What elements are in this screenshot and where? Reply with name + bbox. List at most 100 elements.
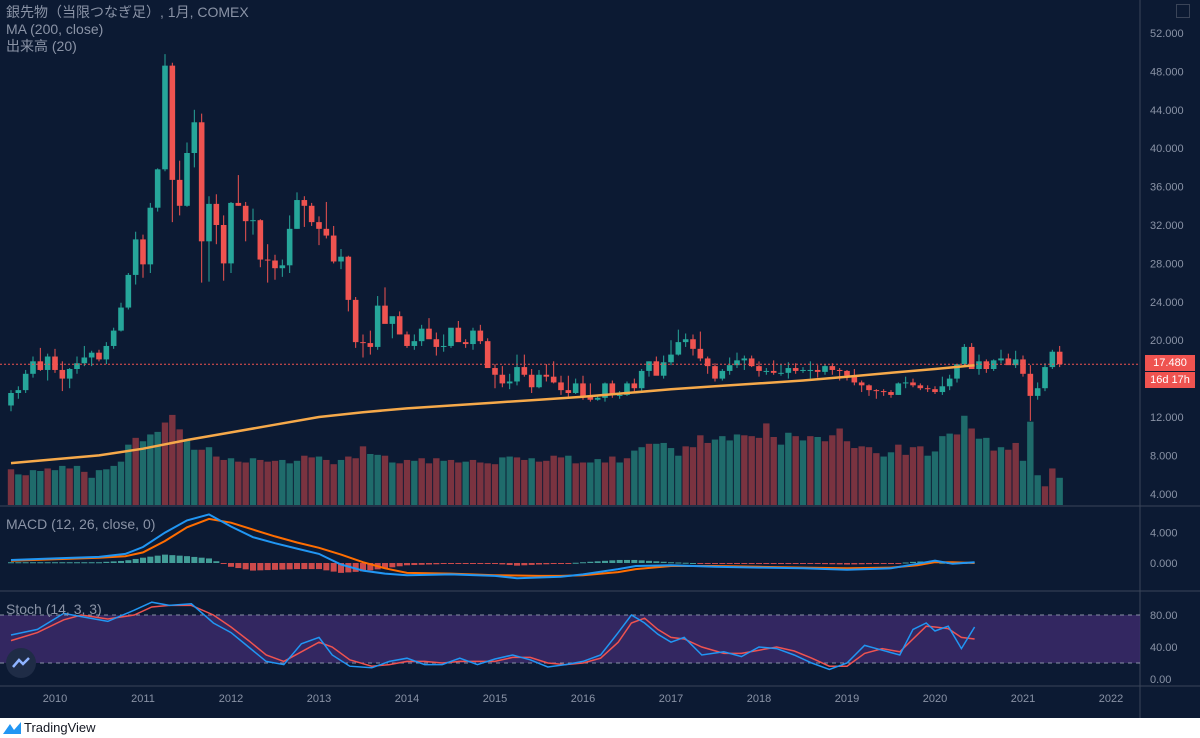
macd-histogram-bar xyxy=(902,562,909,564)
volume-bar xyxy=(352,458,359,505)
candle-body xyxy=(748,358,755,367)
volume-bar xyxy=(814,437,821,505)
volume-bar xyxy=(323,459,330,505)
macd-histogram-bar xyxy=(616,559,623,563)
volume-bar xyxy=(719,436,726,505)
macd-histogram-bar xyxy=(132,558,139,563)
chart-settings-button[interactable] xyxy=(1176,4,1190,18)
stoch-d-line xyxy=(10,604,975,667)
candle-body xyxy=(624,383,630,395)
volume-bar xyxy=(1005,449,1012,505)
candle-body xyxy=(1005,358,1012,366)
macd-histogram-bar xyxy=(88,562,95,564)
price-axis-tick: 44.000 xyxy=(1150,105,1184,117)
volume-bar xyxy=(873,453,880,505)
time-axis-tick: 2016 xyxy=(571,693,595,705)
last-price-tag: 17.480 xyxy=(1145,355,1195,371)
macd-histogram-bar xyxy=(631,559,638,563)
stoch-axis-tick: 80.00 xyxy=(1150,610,1178,622)
volume-bar xyxy=(682,446,689,505)
volume-bar xyxy=(770,437,777,505)
candle-body xyxy=(961,346,968,365)
volume-bar xyxy=(315,456,323,505)
candle-body xyxy=(1056,351,1063,365)
candle-body xyxy=(814,369,821,372)
volume-bar xyxy=(748,436,755,505)
candle-body xyxy=(140,239,146,265)
macd-histogram-bar xyxy=(917,561,924,563)
volume-bar xyxy=(931,451,939,505)
macd-histogram-bar xyxy=(770,563,777,564)
macd-histogram-bar xyxy=(235,563,242,569)
macd-histogram-bar xyxy=(103,561,110,563)
volume-bar xyxy=(169,414,176,505)
volume-bar xyxy=(337,459,345,505)
stoch-axis-tick: 0.00 xyxy=(1150,674,1171,686)
time-axis-tick: 2018 xyxy=(747,693,771,705)
macd-histogram-bar xyxy=(653,561,660,563)
macd-histogram-bar xyxy=(448,563,454,564)
candle-body xyxy=(367,343,374,347)
candle-body xyxy=(528,374,535,388)
ma200-line xyxy=(10,363,975,465)
candle-body xyxy=(235,202,242,206)
time-axis-tick: 2019 xyxy=(835,693,859,705)
macd-histogram-bar xyxy=(345,563,352,573)
volume-bar xyxy=(616,462,623,505)
volume-bar xyxy=(345,456,352,505)
candle-body xyxy=(169,65,176,180)
macd-histogram-bar xyxy=(66,562,73,564)
macd-histogram-bar xyxy=(228,563,234,567)
macd-histogram-bar xyxy=(580,562,586,564)
volume-bar xyxy=(565,455,572,505)
candle-body xyxy=(8,393,14,406)
candle-body xyxy=(1034,388,1041,396)
candle-body xyxy=(294,200,300,229)
macd-histogram-bar xyxy=(807,563,814,564)
volume-bar xyxy=(1012,442,1019,505)
volume-bar xyxy=(425,463,433,505)
macd-histogram-bar xyxy=(404,563,410,566)
volume-bar xyxy=(367,454,374,505)
candle-body xyxy=(272,260,278,269)
macd-histogram-bar xyxy=(352,563,359,572)
candle-body xyxy=(785,368,792,373)
candle-body xyxy=(220,225,227,264)
macd-histogram-bar xyxy=(690,563,696,564)
volume-bar xyxy=(242,462,249,505)
volume-bar xyxy=(418,458,425,505)
candle-body xyxy=(1027,373,1034,396)
macd-histogram-bar xyxy=(638,560,645,563)
macd-histogram-bar xyxy=(169,555,176,563)
candle-body xyxy=(858,382,865,386)
candle-body xyxy=(917,385,924,389)
chart-svg[interactable]: 52.000 48.000 44.000 40.000 36.000 32.000 28.0… xyxy=(0,0,1200,718)
volume-bar xyxy=(975,438,983,505)
candle-body xyxy=(382,305,388,324)
candle-body xyxy=(96,352,102,360)
macd-histogram-bar xyxy=(910,561,916,563)
candle-body xyxy=(396,316,403,335)
volume-bar xyxy=(704,442,711,505)
volume-bar xyxy=(330,464,337,505)
stoch-legend: Stoch (14, 3, 3) xyxy=(6,601,102,617)
macd-histogram-bar xyxy=(323,563,330,571)
macd-histogram-bar xyxy=(888,563,894,564)
macd-histogram-bar xyxy=(191,556,198,563)
macd-histogram-bar xyxy=(81,562,88,564)
candle-body xyxy=(250,220,256,222)
volume-bar xyxy=(22,475,29,505)
volume-bar xyxy=(103,469,110,505)
candle-body xyxy=(492,368,498,375)
chart-area[interactable]: 52.000 48.000 44.000 40.000 36.000 32.000 28.0… xyxy=(0,0,1200,718)
volume-bar xyxy=(95,470,103,505)
candle-body xyxy=(602,383,608,398)
volume-bar xyxy=(139,441,147,505)
symbol-title: 銀先物（当限つなぎ足）, 1月, COMEX xyxy=(6,4,249,20)
macd-histogram-bar xyxy=(462,563,469,564)
volume-bar xyxy=(961,415,968,505)
macd-histogram-bar xyxy=(184,556,190,563)
volume-bar xyxy=(301,455,308,505)
volume-bar xyxy=(953,434,961,505)
macd-histogram-bar xyxy=(477,563,484,564)
